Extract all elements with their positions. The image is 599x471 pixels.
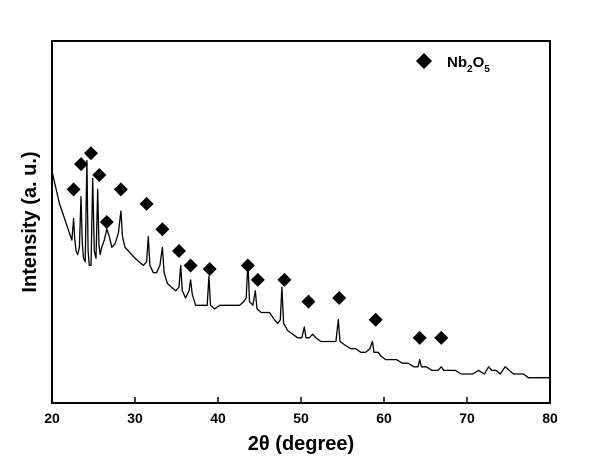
x-axis-title: 2θ (degree)	[248, 433, 354, 455]
x-tick-label-30: 30	[127, 410, 143, 426]
peak-marker-diamond-icon	[332, 291, 347, 306]
peak-marker-diamond-icon	[277, 272, 292, 287]
x-axis-tick-labels: 20 30 40 50 60 70 80	[44, 410, 558, 426]
peak-marker-diamond-icon	[202, 262, 217, 277]
peak-marker-diamond-icon	[99, 215, 114, 229]
xrd-pattern-line	[51, 159, 550, 379]
peak-marker-diamond-icon	[301, 294, 316, 309]
plot-frame	[51, 40, 551, 404]
peak-marker-diamond-icon	[171, 243, 186, 258]
legend-diamond-icon	[416, 53, 432, 69]
y-axis-title: Intensity (a. u.)	[19, 151, 41, 292]
legend-label: Nb2O5	[447, 54, 490, 75]
x-tick-label-70: 70	[459, 410, 475, 426]
peak-marker-diamond-icon	[250, 272, 265, 287]
x-axis-ticks	[51, 397, 551, 403]
peak-marker-diamond-icon	[74, 157, 89, 172]
peak-marker-diamond-icon	[66, 182, 81, 197]
peak-markers	[66, 146, 449, 345]
peak-marker-diamond-icon	[139, 196, 154, 211]
x-tick-label-80: 80	[542, 410, 558, 426]
x-tick-label-50: 50	[293, 410, 309, 426]
peak-marker-diamond-icon	[183, 258, 198, 273]
peak-marker-diamond-icon	[412, 330, 427, 345]
peak-marker-diamond-icon	[92, 167, 107, 182]
peak-marker-diamond-icon	[240, 258, 255, 273]
peak-marker-diamond-icon	[113, 182, 128, 197]
x-tick-label-20: 20	[44, 410, 60, 426]
legend: Nb2O5	[416, 53, 490, 75]
peak-marker-diamond-icon	[84, 146, 99, 161]
x-tick-label-60: 60	[376, 410, 392, 426]
peak-marker-diamond-icon	[368, 312, 383, 327]
x-tick-label-40: 40	[210, 410, 226, 426]
peak-marker-diamond-icon	[155, 222, 170, 237]
peak-marker-diamond-icon	[434, 330, 449, 345]
